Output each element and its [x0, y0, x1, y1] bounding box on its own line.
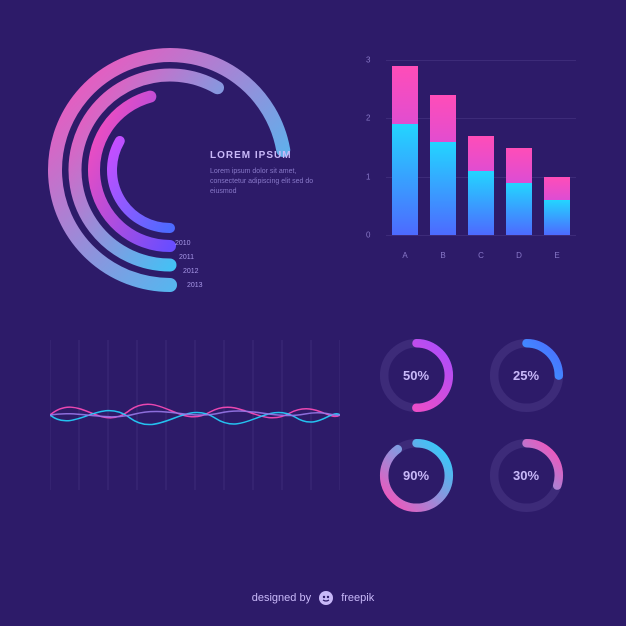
bar: [430, 95, 456, 235]
bar-x-tick: D: [506, 251, 532, 260]
radial-title: LOREM IPSUM: [210, 150, 330, 161]
attribution-prefix: designed by: [252, 592, 311, 604]
radial-chart: LOREM IPSUM Lorem ipsum dolor sit amet, …: [40, 40, 300, 300]
donut: 25%: [476, 330, 576, 420]
donut-label: 90%: [403, 468, 429, 483]
donut: 30%: [476, 430, 576, 520]
radial-body: Lorem ipsum dolor sit amet, consectetur …: [210, 167, 330, 196]
donut-label: 25%: [513, 368, 539, 383]
bar-y-tick: 0: [366, 231, 370, 240]
donut-label: 50%: [403, 368, 429, 383]
wave-chart: 01234: [50, 340, 340, 490]
donut-grid: 50% 25% 90% 30%: [366, 330, 576, 520]
bar: [468, 136, 494, 235]
freepik-icon: [318, 590, 334, 606]
donut-label: 30%: [513, 468, 539, 483]
bar: [392, 66, 418, 235]
radial-year-label: 2012: [183, 268, 199, 275]
bar-y-tick: 2: [366, 114, 370, 123]
bar-chart: ABCDE 0123: [366, 60, 576, 260]
bar-x-tick: B: [430, 251, 456, 260]
radial-year-label: 2010: [175, 240, 191, 247]
attribution: designed by freepik: [0, 590, 626, 606]
bar-y-tick: 3: [366, 56, 370, 65]
bar-y-tick: 1: [366, 172, 370, 181]
radial-year-label: 2013: [187, 282, 203, 289]
attribution-brand: freepik: [341, 592, 374, 604]
donut: 90%: [366, 430, 466, 520]
bar-x-tick: A: [392, 251, 418, 260]
radial-year-label: 2011: [179, 254, 194, 261]
bar-x-tick: C: [468, 251, 494, 260]
bar: [506, 148, 532, 236]
radial-caption: LOREM IPSUM Lorem ipsum dolor sit amet, …: [210, 150, 330, 196]
donut: 50%: [366, 330, 466, 420]
bar-x-tick: E: [544, 251, 570, 260]
bar: [544, 177, 570, 235]
